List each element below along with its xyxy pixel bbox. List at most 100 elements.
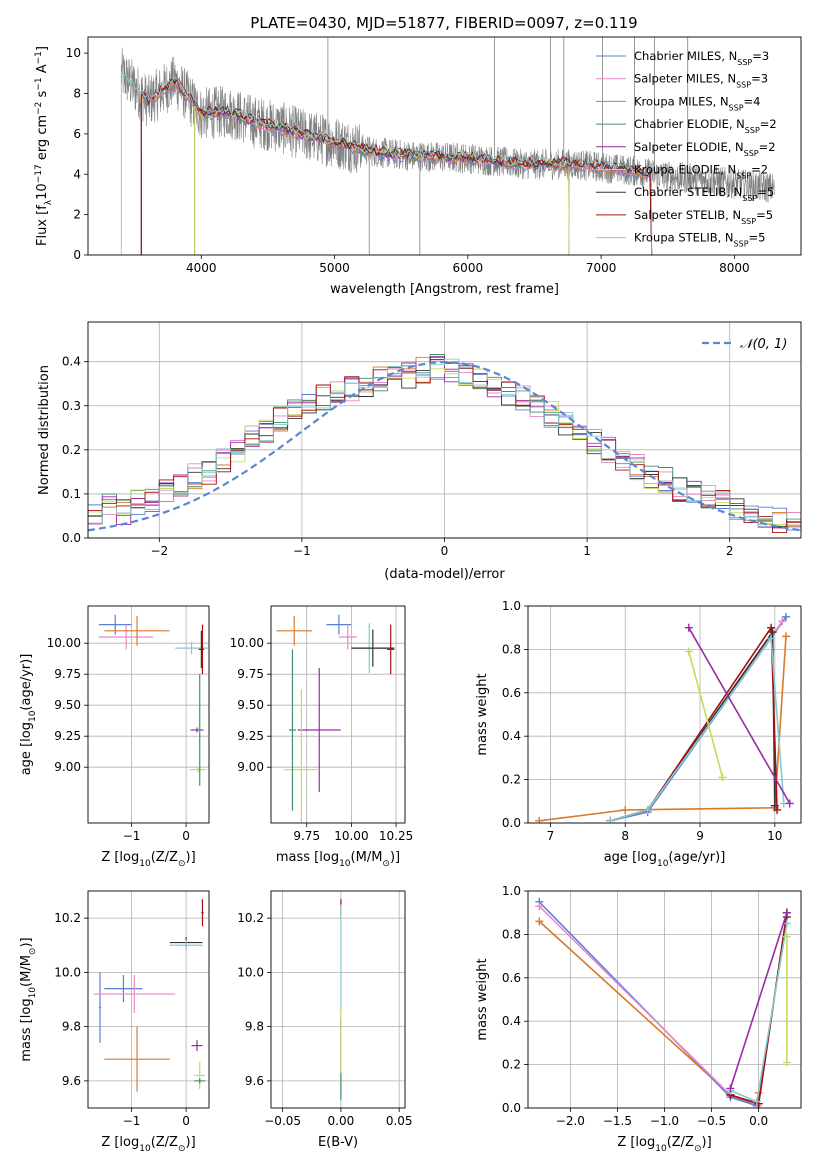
y-tick-label: 1.0 <box>502 884 521 898</box>
legend: Chabrier MILES, NSSP=3 Salpeter MILES, NS… <box>596 49 777 248</box>
x-tick-label: 9 <box>696 829 704 843</box>
weight-marker <box>621 805 630 814</box>
weight-marker <box>643 805 652 814</box>
weight-line <box>610 629 776 822</box>
weight-line <box>729 912 788 1089</box>
y-tick-label: 0.2 <box>502 773 521 787</box>
residual-histogram <box>88 368 801 527</box>
legend-entry: Chabrier ELODIE, NSSP=2 <box>634 117 777 135</box>
errorbars <box>276 614 395 823</box>
y-tick-label: 6 <box>73 127 81 141</box>
weight-marker <box>785 799 794 808</box>
legend-entry: Salpeter MILES, NSSP=3 <box>634 72 768 90</box>
model-fit-line <box>140 81 653 255</box>
weight-marker <box>535 816 544 823</box>
y-axis-label: mass [log10(M/M⊙)] <box>19 937 38 1061</box>
weight-line <box>610 636 785 822</box>
y-tick-label: 9.6 <box>62 1074 81 1088</box>
y-tick-label: 4 <box>73 167 81 181</box>
x-axis-label: age [log10(age/yr)] <box>604 850 726 869</box>
legend-entry: Salpeter ELODIE, NSSP=2 <box>634 140 776 158</box>
model-fit-line <box>140 78 653 255</box>
x-tick-label: −0.05 <box>264 1114 301 1128</box>
weight-marker <box>718 773 727 782</box>
legend-entry: Chabrier MILES, NSSP=3 <box>634 49 769 67</box>
weight-marker <box>535 902 544 911</box>
weight-marker <box>768 628 777 637</box>
x-tick-label: −2.0 <box>556 1114 585 1128</box>
errorbars <box>98 614 208 786</box>
y-tick-label: 0.6 <box>502 971 521 985</box>
y-tick-label: 9.75 <box>237 667 264 681</box>
weight-marker <box>782 932 791 941</box>
weight-marker <box>606 816 615 823</box>
y-tick-label: 9.6 <box>245 1074 264 1088</box>
axes-frame <box>527 605 802 824</box>
residuals-panel: −2 −1 0 1 2 0.0 0.1 0.2 0.3 0.4 (data-model)/error… <box>37 321 802 582</box>
y-tick-label: 9.8 <box>62 1020 81 1034</box>
x-tick-label: 2 <box>726 544 734 558</box>
x-tick-label: 10 <box>767 829 782 843</box>
x-tick-label: 0.0 <box>749 1114 768 1128</box>
mass-vs-ebv-panel: −0.05 0.00 0.05 9.6 9.8 10.0 10.2 E(B-V) <box>237 890 413 1150</box>
x-tick-label: 0 <box>182 829 190 843</box>
axes-frame <box>87 321 802 539</box>
y-axis-label: mass weight <box>475 958 490 1040</box>
weight-line <box>539 636 787 822</box>
weight-marker <box>782 612 791 621</box>
y-tick-label: 8 <box>73 87 81 101</box>
y-tick-label: 0.4 <box>502 729 521 743</box>
x-tick-label: 0.05 <box>386 1114 413 1128</box>
x-axis-label: Z [log10(Z/Z⊙)] <box>101 850 195 869</box>
y-tick-label: 9.50 <box>237 698 264 712</box>
x-tick-label: 4000 <box>186 261 217 275</box>
weight-marker <box>726 1084 735 1093</box>
x-tick-label: −1 <box>123 1114 141 1128</box>
y-tick-label: 10.2 <box>54 911 81 925</box>
y-tick-label: 10.2 <box>237 911 264 925</box>
weight-marker <box>684 647 693 656</box>
y-tick-label: 0.1 <box>62 487 81 501</box>
x-axis-label: Z [log10(Z/Z⊙)] <box>617 1135 711 1154</box>
weight-marker <box>684 623 693 632</box>
x-axis-label: mass [log10(M/M⊙)] <box>276 850 400 869</box>
age-vs-mass-panel: 9.75 10.00 10.25 9.00 9.25 9.50 9.75 10.00 mass … <box>230 605 413 869</box>
legend-entry: Kroupa STELIB, NSSP=5 <box>634 231 765 249</box>
y-tick-label: 0.4 <box>62 355 81 369</box>
weight-lines <box>535 897 791 1108</box>
spectrum-panel: PLATE=0430, MJD=51877, FIBERID=0097, z=0… <box>34 14 802 297</box>
x-tick-label: 5000 <box>319 261 350 275</box>
legend-entry: Kroupa MILES, NSSP=4 <box>634 94 760 112</box>
y-tick-label: 9.00 <box>54 760 81 774</box>
x-tick-label: −2 <box>150 544 168 558</box>
x-tick-label: 0 <box>441 544 449 558</box>
y-tick-label: 0.8 <box>502 927 521 941</box>
axes-frame <box>87 890 210 1109</box>
y-tick-label: 1.0 <box>502 599 521 613</box>
y-axis-label: Flux [fλ10−17 erg cm−2 s−1 A−1] <box>34 46 54 246</box>
y-tick-label: 9.25 <box>237 729 264 743</box>
model-fit-line <box>140 77 653 255</box>
x-tick-label: 7000 <box>586 261 617 275</box>
weight-marker <box>782 632 791 641</box>
x-axis-label: E(B-V) <box>318 1135 358 1150</box>
x-tick-label: 6000 <box>453 261 484 275</box>
y-tick-label: 0.4 <box>502 1014 521 1028</box>
y-tick-label: 10.0 <box>237 965 264 979</box>
weight-line <box>610 620 783 822</box>
x-axis-label: wavelength [Angstrom, rest frame] <box>330 282 559 297</box>
mass-vs-z-panel: −1 0 9.6 9.8 10.0 10.2 Z [log10(Z/Z⊙)] mass [lo… <box>19 890 210 1154</box>
weight-vs-z-panel: −2.0 −1.5 −1.0 −0.5 0.0 0.0 0.2 0.4 0.6 0.8 1.0 Z [… <box>475 884 802 1154</box>
weight-line <box>538 901 758 1107</box>
y-tick-label: 0.0 <box>62 531 81 545</box>
weight-marker <box>778 617 787 626</box>
y-tick-label: 0.0 <box>502 816 521 830</box>
y-axis-label: Normed distribution <box>37 365 52 495</box>
y-tick-label: 0.8 <box>502 642 521 656</box>
legend-entry: Salpeter STELIB, NSSP=5 <box>634 208 773 226</box>
y-tick-label: 0.0 <box>502 1101 521 1115</box>
x-tick-label: 1 <box>583 544 591 558</box>
y-tick-label: 10.0 <box>54 965 81 979</box>
axes-frame <box>87 36 802 256</box>
x-tick-label: 10.25 <box>379 829 413 843</box>
